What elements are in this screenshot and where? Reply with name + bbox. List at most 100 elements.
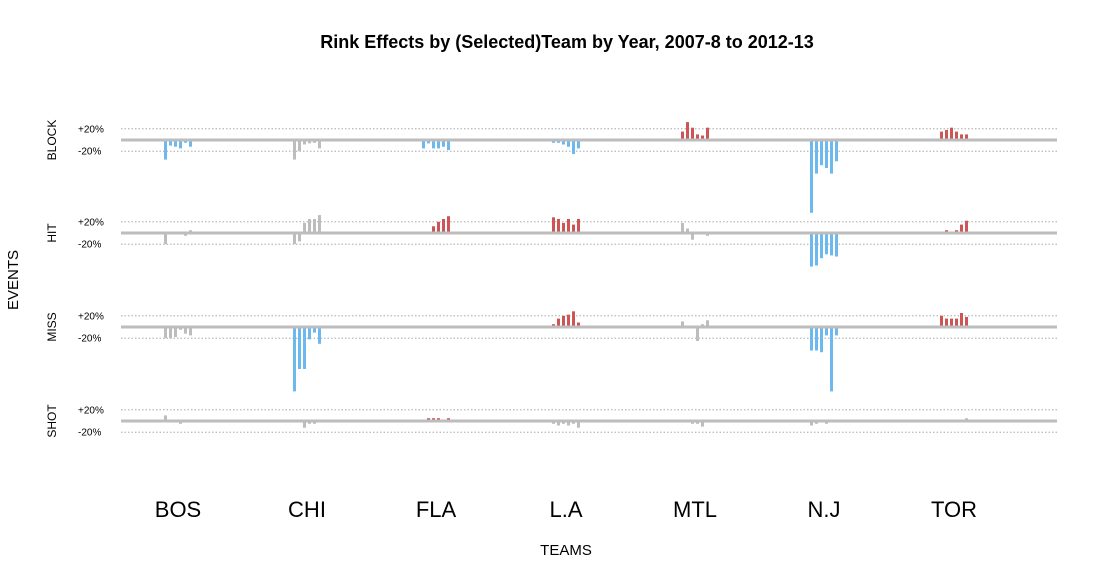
bar-miss-nj-1 [810,327,813,351]
bar-block-fla-2 [427,140,430,144]
bar-hit-chi-3 [303,222,306,233]
bar-block-tor-4 [955,131,958,140]
team-label-chi: CHI [288,497,326,522]
bar-miss-la-5 [572,311,575,327]
bar-hit-chi-5 [313,219,316,233]
bar-hit-fla-4 [437,221,440,233]
bar-miss-chi-2 [298,327,301,369]
bar-block-chi-4 [308,140,311,144]
bar-hit-mtl-3 [691,233,694,240]
bar-block-mtl-5 [701,135,704,140]
bar-miss-bos-1 [164,327,167,339]
tick-label-minus20: -20% [78,334,101,345]
bar-block-mtl-6 [706,127,709,140]
bar-hit-la-3 [562,222,565,233]
bar-hit-fla-3 [432,226,435,233]
bar-block-mtl-3 [691,127,694,140]
bar-miss-nj-6 [835,327,838,336]
bar-block-nj-3 [820,140,823,166]
bar-block-nj-1 [810,140,813,213]
bar-block-la-4 [567,140,570,147]
x-axis-title: TEAMS [540,542,592,559]
bar-block-la-6 [577,140,580,149]
bar-block-bos-6 [189,140,192,147]
tick-label-plus20: +20% [78,217,104,228]
bar-block-fla-4 [437,140,440,149]
row-label-shot: SHOT [45,404,59,438]
bar-hit-chi-6 [318,215,321,233]
bar-miss-chi-1 [293,327,296,392]
bar-miss-nj-3 [820,327,823,353]
tick-label-minus20: -20% [78,428,101,439]
bar-block-chi-1 [293,140,296,160]
bar-hit-chi-2 [298,233,301,242]
bar-hit-la-6 [577,219,580,233]
tick-label-plus20: +20% [78,311,104,322]
bar-block-nj-5 [830,140,833,174]
bar-block-chi-3 [303,140,306,145]
bar-block-tor-3 [950,127,953,140]
tick-label-minus20: -20% [78,147,101,158]
bar-miss-chi-3 [303,327,306,369]
bar-miss-tor-1 [940,315,943,327]
bar-miss-bos-6 [189,327,192,336]
chart-title: Rink Effects by (Selected)Team by Year, … [320,32,814,52]
bar-block-nj-2 [815,140,818,174]
bar-miss-nj-2 [815,327,818,351]
bar-shot-nj-1 [810,421,813,426]
bar-shot-chi-3 [303,421,306,428]
bar-block-mtl-4 [696,134,699,140]
bar-block-mtl-2 [686,122,689,140]
bar-hit-chi-4 [308,219,311,233]
bar-miss-tor-5 [960,313,963,327]
team-label-la: L.A [549,497,582,522]
bar-hit-chi-1 [293,233,296,245]
bar-hit-nj-1 [810,233,813,267]
team-label-fla: FLA [416,497,457,522]
bar-miss-bos-3 [174,327,177,338]
bar-hit-mtl-1 [681,222,684,233]
bar-block-fla-1 [422,140,425,149]
bar-miss-chi-6 [318,327,321,344]
bar-miss-nj-4 [825,327,828,336]
y-axis-title: EVENTS [5,250,22,310]
panel-shot: +20% -20% SHOT [45,404,1057,439]
bar-miss-mtl-6 [706,320,709,327]
bar-block-chi-2 [298,140,301,152]
event-panels: +20%-20%BLOCK+20%-20%HIT+20%-20%MISS+20%… [45,120,1057,439]
bar-hit-bos-1 [164,233,167,245]
bar-hit-la-4 [567,219,570,233]
tick-label-minus20: -20% [78,240,101,251]
panel-block: +20% -20% BLOCK [45,120,1057,213]
bar-miss-mtl-4 [696,327,699,341]
tick-label-plus20: +20% [78,124,104,135]
bar-block-la-5 [572,140,575,154]
bar-miss-bos-2 [169,327,172,339]
bar-hit-la-2 [557,219,560,233]
bar-hit-nj-4 [825,233,828,255]
bar-block-chi-6 [318,140,321,149]
bar-miss-tor-3 [950,318,953,327]
bar-hit-nj-5 [830,233,833,256]
bar-miss-nj-5 [830,327,833,392]
team-label-nj: N.J [808,497,841,522]
panel-miss: +20% -20% MISS [45,311,1057,392]
bar-miss-tor-6 [965,316,968,327]
bar-block-tor-5 [960,134,963,140]
bar-hit-nj-6 [835,233,838,257]
bar-miss-bos-5 [184,327,187,334]
bar-block-nj-4 [825,140,828,168]
bar-miss-tor-4 [955,318,958,327]
bar-hit-la-5 [572,224,575,233]
row-label-block: BLOCK [45,120,59,161]
bar-miss-chi-4 [308,327,311,340]
bar-shot-la-6 [577,421,580,428]
row-label-hit: HIT [45,223,59,243]
bar-block-tor-2 [945,129,948,140]
bar-hit-la-1 [552,217,555,233]
bar-block-bos-3 [174,140,177,147]
panel-hit: +20% -20% HIT [45,215,1057,267]
row-label-miss: MISS [45,312,59,341]
bar-miss-la-2 [557,318,560,327]
